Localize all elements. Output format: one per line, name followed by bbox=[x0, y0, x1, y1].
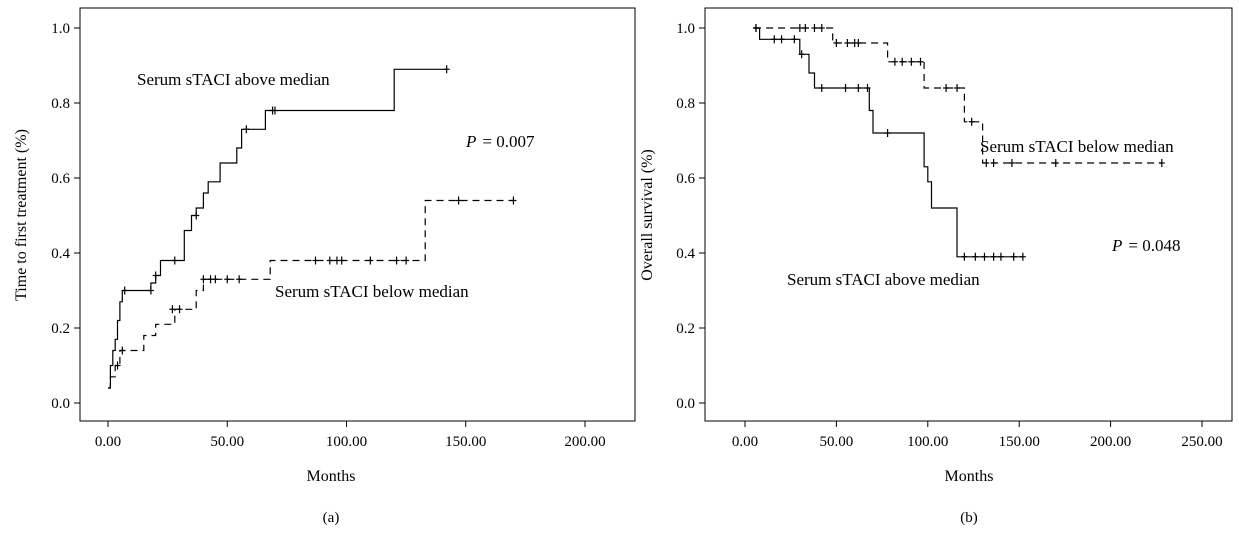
y-tick-label: 0.0 bbox=[51, 396, 70, 412]
p-value-annotation: P = 0.048 bbox=[1111, 236, 1180, 255]
x-axis: 0.00 50.00 100.00 150.00 200.00 bbox=[95, 421, 606, 450]
x-tick-label: 150.00 bbox=[999, 434, 1040, 450]
p-symbol: P bbox=[1111, 236, 1122, 255]
x-tick-label: 0.00 bbox=[95, 434, 121, 450]
chart-panel-b: 0.0 0.2 0.4 0.6 0.8 1.0 0.00 50.00 100.00 150.00… bbox=[639, 7, 1233, 526]
y-axis-label: Time to first treatment (%) bbox=[13, 129, 30, 301]
series-line-above-median bbox=[754, 27, 1023, 258]
p-value-annotation: P = 0.007 bbox=[465, 132, 535, 151]
x-tick-label: 0.00 bbox=[732, 434, 758, 450]
p-symbol: P bbox=[465, 132, 476, 151]
p-value: = 0.048 bbox=[1128, 236, 1180, 255]
y-tick-label: 0.2 bbox=[676, 321, 695, 337]
x-tick-label: 250.00 bbox=[1181, 434, 1222, 450]
panel-caption-b: (b) bbox=[960, 510, 978, 526]
plot-frame bbox=[79, 7, 636, 422]
y-tick-label: 0.6 bbox=[676, 171, 695, 187]
y-tick-label: 0.8 bbox=[676, 96, 695, 112]
series-label-above: Serum sTACI above median bbox=[137, 70, 330, 89]
chart-panel-a: 0.0 0.2 0.4 0.6 0.8 1.0 0.00 50.00 100.00 150.00… bbox=[13, 7, 636, 526]
y-axis-label: Overall survival (%) bbox=[639, 149, 656, 281]
plot-frame bbox=[704, 7, 1233, 422]
plot-area bbox=[752, 24, 1165, 261]
series-label-below: Serum sTACI below median bbox=[275, 282, 469, 301]
x-tick-label: 200.00 bbox=[564, 434, 605, 450]
y-tick-label: 0.2 bbox=[51, 321, 70, 337]
y-tick-label: 0.0 bbox=[676, 396, 695, 412]
x-tick-label: 200.00 bbox=[1090, 434, 1131, 450]
x-tick-label: 50.00 bbox=[820, 434, 854, 450]
y-tick-label: 0.4 bbox=[676, 246, 695, 262]
y-axis: 0.0 0.2 0.4 0.6 0.8 1.0 bbox=[676, 21, 705, 412]
y-tick-label: 1.0 bbox=[51, 21, 70, 37]
x-tick-label: 50.00 bbox=[210, 434, 244, 450]
y-tick-label: 0.4 bbox=[51, 246, 70, 262]
p-value: = 0.007 bbox=[482, 132, 535, 151]
series-label-below: Serum sTACI below median bbox=[980, 137, 1174, 156]
series-line-below-median bbox=[108, 199, 514, 389]
y-tick-label: 0.6 bbox=[51, 171, 70, 187]
series-line-below-median bbox=[754, 27, 1162, 164]
series-label-above: Serum sTACI above median bbox=[787, 270, 980, 289]
y-axis: 0.0 0.2 0.4 0.6 0.8 1.0 bbox=[51, 21, 80, 412]
x-axis: 0.00 50.00 100.00 150.00 200.00 250.00 bbox=[732, 421, 1223, 450]
y-tick-label: 1.0 bbox=[676, 21, 695, 37]
series-line-above-median bbox=[108, 68, 447, 389]
panel-caption-a: (a) bbox=[323, 510, 340, 526]
x-axis-label: Months bbox=[945, 468, 994, 485]
plot-area bbox=[108, 65, 517, 389]
x-tick-label: 100.00 bbox=[907, 434, 948, 450]
x-tick-label: 150.00 bbox=[445, 434, 486, 450]
y-tick-label: 0.8 bbox=[51, 96, 70, 112]
x-axis-label: Months bbox=[307, 468, 356, 485]
x-tick-label: 100.00 bbox=[326, 434, 367, 450]
